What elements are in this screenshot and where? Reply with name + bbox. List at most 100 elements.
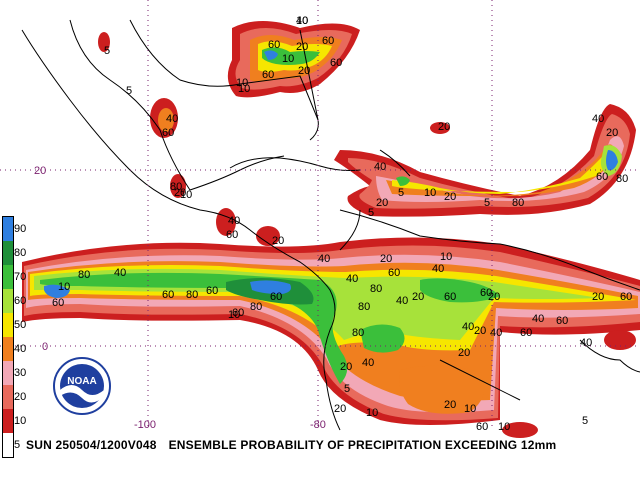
legend-label: 20 [14,391,27,403]
contour-label: 60 [226,229,238,241]
contour-label: 10 [366,407,378,419]
contour-label: 80 [250,301,262,313]
precip-band [22,237,640,425]
legend-swatch [3,337,13,361]
contour-label: 60 [270,291,282,303]
contour-label: 20 [606,127,618,139]
contour-label: 80 [512,197,524,209]
contour-label: 60 [476,421,488,433]
legend-swatch [3,265,13,289]
contour-label: 20 [412,291,424,303]
lon-label-minus80: -80 [310,419,326,431]
contour-label: 10 [228,309,240,321]
contour-label: 80 [78,269,90,281]
contour-label: 40 [318,253,330,265]
contour-label: 10 [296,15,308,27]
contour-label: 20 [298,65,310,77]
contour-label: 20 [474,325,486,337]
contour-label: 5 [398,187,404,199]
contour-label: 40 [166,113,178,125]
contour-label: 60 [262,69,274,81]
contour-label: 40 [362,357,374,369]
contour-label: 10 [58,281,70,293]
contour-label: 60 [162,127,174,139]
contour-label: 40 [432,263,444,275]
contour-label: 5 [104,45,110,57]
legend-label: 30 [14,367,27,379]
legend-label: 40 [14,343,27,355]
contour-label: 5 [368,207,374,219]
contour-label: 20 [174,187,186,199]
legend-label: 90 [14,223,27,235]
legend-label: 60 [14,295,27,307]
contour-label: 40 [580,337,592,349]
legend-swatch [3,409,13,433]
contour-label: 20 [340,361,352,373]
contour-label: 80 [616,173,628,185]
legend-label: 10 [14,415,27,427]
contour-label: 5 [344,383,350,395]
contour-label: 10 [180,189,192,201]
contour-label: 5 [582,415,588,427]
legend-swatch [3,385,13,409]
contour-label: 40 [532,313,544,325]
contour-label: 10 [282,53,294,65]
contour-label: 60 [268,39,280,51]
contour-label: 20 [438,121,450,133]
contour-label: 10 [424,187,436,199]
noaa-logo-icon: NOAA [52,356,112,416]
contour-label: 20 [380,253,392,265]
contour-label: 20 [458,347,470,359]
contour-label: 5 [484,197,490,209]
contour-label: 20 [334,403,346,415]
contour-label: 40 [114,267,126,279]
lat-label-0: 0 [42,341,48,353]
legend-swatch [3,361,13,385]
legend-swatch [3,217,13,241]
florida-precip [227,21,360,98]
color-legend: 5 10 20 30 40 50 60 70 80 90 [2,216,26,458]
contour-label: 80 [352,327,364,339]
contour-label: 10 [464,403,476,415]
legend-swatch [3,313,13,337]
legend-label: 50 [14,319,27,331]
legend-swatch [3,289,13,313]
contour-label: 60 [388,267,400,279]
caribbean-band [334,104,636,217]
contour-label: 80 [170,181,182,193]
contour-label: 40 [374,161,386,173]
contour-label: 60 [480,287,492,299]
contour-label: 40 [490,327,502,339]
contour-label: 60 [596,171,608,183]
contour-label: 10 [498,421,510,433]
contour-label: 10 [238,83,250,95]
legend-label: 80 [14,247,27,259]
contour-label: 20 [376,197,388,209]
contour-label: 60 [206,285,218,297]
contour-label: 40 [228,215,240,227]
contour-label: 60 [444,291,456,303]
contour-label: 5 [126,85,132,97]
contour-label: 40 [396,295,408,307]
contour-label: 40 [346,273,358,285]
legend-swatch [3,241,13,265]
scattered-cells [98,32,636,438]
contour-label: 60 [52,297,64,309]
contour-label: 40 [592,113,604,125]
contour-label: 20 [444,191,456,203]
caption-title: ENSEMBLE PROBABILITY OF PRECIPITATION EX… [168,438,557,452]
contour-label: 20 [488,291,500,303]
contour-label: 60 [330,57,342,69]
lat-lon-grid [0,0,640,430]
contour-label: 60 [232,307,244,319]
legend-label: 70 [14,271,27,283]
contour-label: 20 [444,399,456,411]
contour-label: 20 [272,235,284,247]
lat-label-20: 20 [34,165,46,177]
contour-label: 80 [370,283,382,295]
contour-label: 80 [186,289,198,301]
legend-swatch [3,433,13,457]
contour-label: 60 [322,35,334,47]
